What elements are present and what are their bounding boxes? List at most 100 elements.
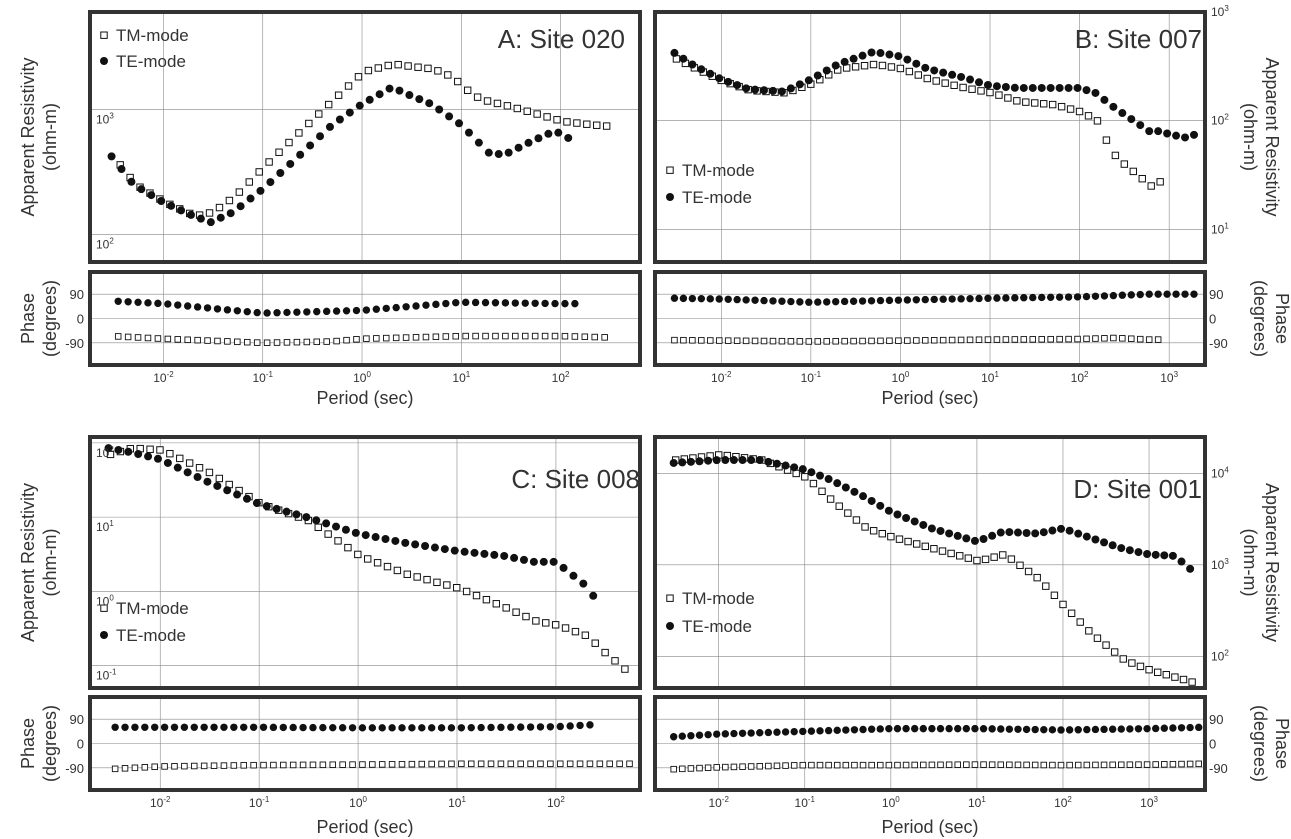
panel-b-tm-phase-point bbox=[1056, 335, 1063, 343]
panel-b-te-res-point bbox=[768, 86, 777, 95]
panel-d-te-phase-point bbox=[824, 726, 833, 735]
panel-b-te-phase-point bbox=[912, 296, 921, 304]
panel-a-tm-res-point bbox=[275, 148, 283, 156]
panel-d-te-phase-point bbox=[816, 727, 824, 735]
panel-b-tm-res-point bbox=[1138, 174, 1146, 183]
panel-c-legend-te-marker bbox=[100, 631, 108, 639]
panel-d-tm-phase-point bbox=[1074, 761, 1082, 769]
panel-d-phase-tick-label: 0 bbox=[1209, 737, 1216, 752]
panel-d-te-res-point bbox=[695, 457, 704, 466]
panel-b-tm-phase-point bbox=[948, 336, 956, 344]
panel-b-te-res-point bbox=[1127, 115, 1136, 124]
panel-c-tm-phase-point bbox=[477, 760, 485, 768]
panel-b-tm-res-point bbox=[851, 63, 860, 71]
panel-b-te-phase-point bbox=[1100, 292, 1109, 300]
panel-c-te-res-point bbox=[371, 533, 380, 542]
panel-a-tm-res-point bbox=[513, 104, 522, 113]
panel-d-te-res-point bbox=[1048, 526, 1057, 535]
panel-b-te-phase-point bbox=[769, 297, 777, 305]
panel-b-te-res-point bbox=[679, 54, 688, 63]
panel-a-te-res-point bbox=[524, 138, 533, 147]
panel-d-te-res-point bbox=[678, 458, 687, 467]
panel-a-tm-res-point bbox=[414, 63, 422, 71]
panel-c-te-phase-point bbox=[200, 723, 208, 731]
panel-a-te-res-point bbox=[385, 84, 394, 93]
panel-b-te-phase-point bbox=[1002, 294, 1010, 302]
panel-a-te-phase-point bbox=[263, 309, 271, 317]
panel-d-tm-res-point bbox=[964, 554, 973, 562]
panel-a-te-res-point bbox=[296, 150, 305, 159]
panel-d-te-phase-point bbox=[859, 725, 867, 734]
panel-c-tm-res-point bbox=[581, 631, 590, 639]
panel-b-te-phase-point bbox=[867, 297, 876, 305]
panel-d-te-phase-point bbox=[1195, 723, 1203, 732]
panel-d-tm-res-point bbox=[1128, 659, 1136, 667]
panel-b-te-res-point bbox=[1073, 83, 1082, 92]
panel-d-tm-phase-point bbox=[773, 762, 781, 770]
panel-c-tm-res-point bbox=[571, 627, 580, 636]
panel-b-tm-phase-point bbox=[1101, 335, 1108, 342]
panel-a-te-res-point bbox=[474, 138, 483, 147]
panel-a-tm-phase-point bbox=[204, 337, 211, 344]
panel-a-te-phase-point bbox=[164, 300, 172, 308]
panel-b-tm-phase-point bbox=[841, 337, 848, 345]
panel-b-te-phase-point bbox=[742, 296, 750, 304]
panel-d-te-res-point bbox=[962, 534, 971, 543]
panel-d-tm-phase-point bbox=[1143, 761, 1151, 768]
panel-d-title: D: Site 001 bbox=[1073, 474, 1202, 504]
panel-c-tm-phase-point bbox=[547, 760, 554, 768]
panel-a-tm-res-point bbox=[205, 209, 214, 217]
panel-b-te-res-point bbox=[894, 52, 903, 61]
panel-d-tm-phase-point bbox=[997, 761, 1005, 768]
panel-d-te-res-point bbox=[859, 492, 868, 501]
panel-b-tm-res-point bbox=[887, 63, 896, 71]
panel-c-tm-phase-point bbox=[428, 760, 435, 768]
panel-d-tm-res-point bbox=[956, 552, 964, 560]
panel-a-tm-phase-point bbox=[472, 332, 479, 340]
panel-d-tm-res-point bbox=[887, 532, 895, 541]
panel-c-legend-tm-label: TM-mode bbox=[116, 599, 189, 618]
panel-d-te-res-point bbox=[1151, 550, 1160, 559]
panel-d-te-res-point bbox=[669, 458, 678, 467]
panel-a-legend-te-marker bbox=[100, 57, 108, 65]
panel-d-tm-phase-point bbox=[945, 761, 953, 769]
panel-c-te-res-point bbox=[302, 513, 311, 522]
panel-b-phase-frame bbox=[653, 270, 1207, 367]
panel-a-te-res-point bbox=[504, 148, 513, 157]
panel-b-tm-phase-point bbox=[1136, 335, 1144, 343]
panel-c-te-res-point bbox=[470, 548, 479, 557]
panel-c-x-tick-label: 10-2 bbox=[150, 795, 171, 810]
panel-b-te-phase-point bbox=[885, 296, 894, 305]
panel-d-te-res-point bbox=[1091, 535, 1100, 544]
panel-c-tm-phase-point bbox=[309, 761, 317, 769]
panel-d-te-phase-point bbox=[1100, 725, 1108, 734]
panel-c-te-phase-point bbox=[507, 723, 515, 731]
panel-a-phase-axis-units: (degrees) bbox=[40, 280, 60, 357]
panel-b-tm-res-point bbox=[941, 79, 949, 87]
panel-d-tm-res-point bbox=[1007, 555, 1016, 563]
panel-b-te-phase-point bbox=[715, 295, 723, 303]
panel-c-te-res-point bbox=[262, 502, 271, 511]
panel-d-te-phase-point bbox=[945, 724, 953, 733]
panel-a-tm-res-point bbox=[583, 120, 591, 128]
panel-b-tm-phase-point bbox=[1110, 334, 1117, 342]
panel-a-te-phase-point bbox=[422, 301, 430, 309]
panel-c-tm-phase-point bbox=[616, 760, 623, 768]
panel-b-te-res-point bbox=[1118, 109, 1127, 118]
panel-a-tm-res-point bbox=[364, 66, 373, 75]
panel-a-res-tick-label: 103 bbox=[96, 111, 114, 126]
panel-a-tm-res-point bbox=[573, 119, 581, 127]
panel-d-tm-phase-point bbox=[877, 761, 884, 769]
panel-a-tm-phase-point bbox=[561, 332, 569, 340]
panel-d-te-phase-point bbox=[1126, 725, 1134, 733]
panel-b-te-res-point bbox=[939, 68, 948, 77]
panel-c-tm-phase-point bbox=[111, 765, 119, 773]
panel-d-te-res-point bbox=[781, 461, 790, 470]
panel-b-tm-phase-point bbox=[930, 337, 938, 344]
panel-c-te-res-point bbox=[292, 510, 301, 519]
panel-b-te-res-point bbox=[966, 75, 975, 84]
panel-a-te-phase-point bbox=[571, 299, 579, 308]
panel-c-te-res-point bbox=[529, 557, 538, 566]
panel-c-tm-phase-point bbox=[329, 761, 337, 768]
panel-c-tm-phase-point bbox=[141, 764, 149, 771]
